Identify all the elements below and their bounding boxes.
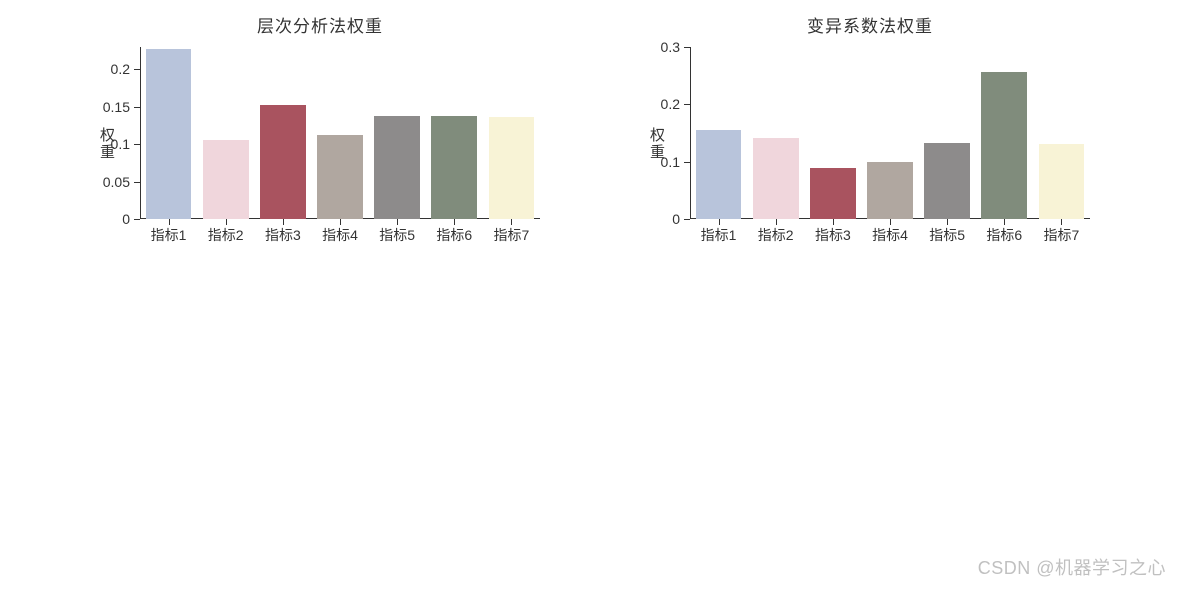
plot-area-ahp: 00.050.10.150.2指标1指标2指标3指标4指标5指标6指标7 [140, 47, 540, 219]
bar [317, 135, 363, 220]
y-tick-label: 0.15 [103, 99, 130, 115]
bar [810, 168, 856, 219]
x-tick-label: 指标5 [379, 225, 415, 245]
bar [203, 140, 249, 219]
plot-area-cv: 00.10.20.3指标1指标2指标3指标4指标5指标6指标7 [690, 47, 1090, 219]
plot-wrap-cv: 权重 00.10.20.3指标1指标2指标3指标4指标5指标6指标7 [640, 39, 1100, 249]
panel-ahp: 层次分析法权重 权重 00.050.10.150.2指标1指标2指标3指标4指标… [90, 12, 550, 262]
y-tick-label: 0.1 [111, 136, 130, 152]
bar [867, 162, 913, 219]
x-tick-label: 指标3 [815, 225, 851, 245]
x-tick-label: 指标6 [986, 225, 1022, 245]
y-axis-line [690, 47, 691, 219]
y-tick-label: 0.3 [661, 39, 680, 55]
x-tick-label: 指标4 [872, 225, 908, 245]
x-tick-label: 指标7 [1044, 225, 1080, 245]
bar [260, 105, 306, 219]
panel-cv: 变异系数法权重 权重 00.10.20.3指标1指标2指标3指标4指标5指标6指… [640, 12, 1100, 262]
chart-title: 变异系数法权重 [640, 12, 1100, 37]
y-tick [134, 144, 140, 145]
x-tick-label: 指标3 [265, 225, 301, 245]
panels-row: 层次分析法权重 权重 00.050.10.150.2指标1指标2指标3指标4指标… [0, 0, 1184, 262]
x-tick-label: 指标4 [322, 225, 358, 245]
x-tick-label: 指标7 [494, 225, 530, 245]
y-tick-label: 0 [672, 211, 680, 227]
x-tick-label: 指标2 [758, 225, 794, 245]
bar [924, 143, 970, 219]
x-tick-label: 指标2 [208, 225, 244, 245]
x-tick-label: 指标5 [929, 225, 965, 245]
bar [696, 130, 742, 219]
bar [374, 116, 420, 219]
plot-wrap-ahp: 权重 00.050.10.150.2指标1指标2指标3指标4指标5指标6指标7 [90, 39, 550, 249]
y-tick [134, 107, 140, 108]
bar [146, 49, 192, 220]
x-tick-label: 指标1 [151, 225, 187, 245]
bar [1039, 144, 1085, 219]
y-tick [684, 47, 690, 48]
y-tick-label: 0.2 [111, 61, 130, 77]
y-tick [134, 182, 140, 183]
bar [981, 72, 1027, 219]
y-tick-label: 0.2 [661, 96, 680, 112]
chart-title: 层次分析法权重 [90, 12, 550, 37]
y-tick [134, 69, 140, 70]
y-tick-label: 0.1 [661, 154, 680, 170]
y-tick [684, 104, 690, 105]
y-tick [684, 162, 690, 163]
y-tick [134, 219, 140, 220]
y-tick-label: 0 [122, 211, 130, 227]
y-axis-line [140, 47, 141, 219]
bar [753, 138, 799, 219]
x-tick-label: 指标6 [436, 225, 472, 245]
bar [489, 117, 535, 219]
y-tick [684, 219, 690, 220]
bar [431, 116, 477, 219]
y-tick-label: 0.05 [103, 174, 130, 190]
watermark-text: CSDN @机器学习之心 [978, 554, 1166, 580]
x-tick-label: 指标1 [701, 225, 737, 245]
